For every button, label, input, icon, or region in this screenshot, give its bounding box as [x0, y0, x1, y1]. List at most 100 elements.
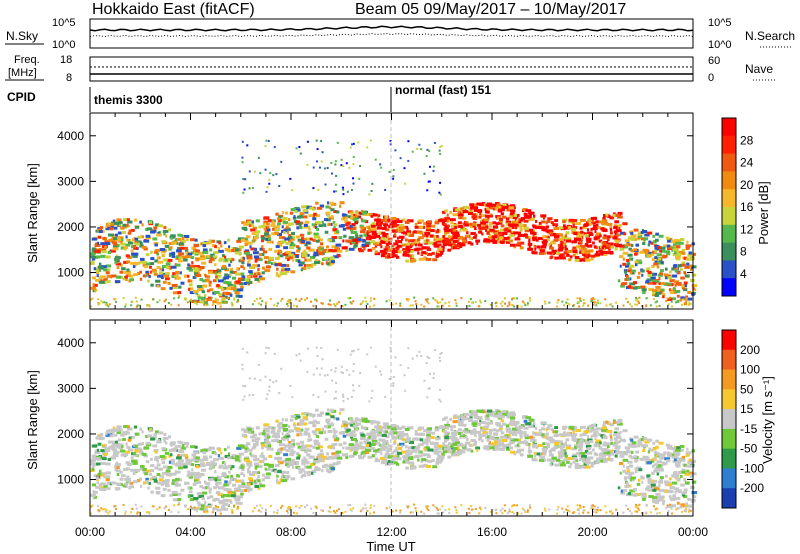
power-cell-1440 [169, 286, 173, 290]
velocity-cell-1996 [239, 489, 244, 493]
velocity-cell-32 [148, 481, 151, 485]
power-cell-near-248 [437, 305, 440, 308]
velocity-cell-1076 [418, 449, 421, 453]
velocity-cell-65 [480, 421, 486, 425]
power-cell-1620 [192, 300, 198, 304]
power-cell-near-126 [100, 300, 103, 303]
power-cell-near-42 [320, 302, 323, 305]
power-cell-1182 [587, 240, 592, 244]
power-cell-1659 [90, 286, 96, 290]
power-cell-2039 [567, 226, 572, 230]
power-cell-944 [508, 215, 514, 219]
power-cell-232 [643, 240, 646, 244]
velocity-cell-848 [532, 436, 536, 440]
power-cell-1128 [449, 218, 456, 222]
velocity-cell-410 [677, 458, 684, 462]
velocity-cell-1467 [127, 438, 132, 442]
velocity-cell-321 [484, 421, 490, 425]
power-cell-304 [619, 264, 622, 268]
velocity-cell-1701 [358, 456, 364, 460]
power-cell-2065 [642, 290, 646, 294]
power-cell-2346 [268, 247, 273, 251]
power-cell-1491 [517, 234, 524, 238]
power-cell-near-90 [437, 301, 440, 304]
velocity-cell-664 [280, 475, 285, 479]
velocity-cell-1360 [195, 498, 199, 502]
power-cell-2256 [96, 241, 100, 245]
power-xticks [89, 113, 694, 309]
power-cell-8 [352, 213, 357, 217]
velocity-cell-1929 [345, 446, 352, 450]
power-cell-1886 [104, 241, 111, 245]
power-cell-1619 [128, 272, 131, 276]
velocity-cell-1624 [167, 488, 171, 492]
power-cell-near-124 [359, 303, 362, 306]
velocity-cell-1035 [660, 467, 664, 471]
power-cell-578 [480, 221, 487, 225]
velocity-cell-1814 [263, 434, 267, 438]
velocity-cell-466 [610, 457, 614, 461]
power-cell-1554 [692, 252, 696, 256]
velocity-cell-1871 [325, 412, 330, 416]
power-cell-high-6 [306, 163, 309, 166]
velocity-cell-963 [158, 431, 164, 435]
power-cell-1802 [633, 248, 638, 252]
power-cell-1758 [237, 288, 244, 292]
power-cell-2042 [171, 241, 177, 245]
velocity-cell-1710 [199, 507, 205, 511]
power-cell-1177 [264, 269, 271, 273]
velocity-cell-1468 [648, 447, 652, 451]
power-cell-1164 [524, 229, 530, 233]
power-cell-780 [508, 235, 512, 239]
power-cell-1289 [484, 238, 490, 242]
power-cell-18 [575, 231, 581, 235]
velocity-cell-1403 [104, 462, 111, 466]
power-cell-2061 [132, 245, 137, 249]
velocity-cell-637 [654, 463, 658, 467]
power-cell-875 [499, 228, 505, 232]
power-cell-near-2 [321, 302, 324, 305]
power-cell-near-239 [548, 301, 551, 304]
velocity-cell-1507 [243, 473, 246, 477]
velocity-cell-1683 [396, 427, 403, 431]
power-cell-near-258 [124, 303, 127, 306]
velocity-cell-1770 [674, 496, 681, 500]
power-cell-509 [462, 228, 468, 232]
velocity-cell-1210 [523, 433, 529, 437]
velocity-cell-1281 [611, 423, 615, 427]
velocity-cell-1316 [236, 474, 239, 478]
power-cell-1024 [546, 238, 551, 242]
power-cell-414 [197, 296, 203, 300]
power-cell-near-173 [572, 305, 575, 308]
power-cell-2041 [364, 241, 371, 245]
power-cell-2220 [371, 224, 376, 228]
velocity-cell-1803 [325, 457, 330, 461]
power-cell-2136 [295, 254, 299, 258]
power-cell-238 [470, 242, 474, 246]
velocity-cell-460 [664, 457, 671, 461]
power-cell-2254 [156, 284, 160, 288]
power-cell-2347 [576, 237, 582, 241]
power-cell-1567 [214, 271, 217, 275]
power-cell-1591 [122, 277, 126, 281]
power-cell-1624 [167, 281, 171, 285]
velocity-cell-1313 [242, 464, 246, 468]
power-cell-near-101 [288, 300, 291, 303]
power-cell-near-163 [688, 301, 691, 304]
power-cell-2011 [112, 247, 119, 251]
power-cell-1945 [451, 239, 454, 243]
power-cell-high-105 [266, 186, 269, 189]
velocity-cell-1361 [679, 505, 683, 509]
power-cell-1251 [277, 251, 280, 255]
power-cell-near-265 [407, 298, 410, 301]
power-cell-1506 [234, 291, 240, 295]
velocity-cell-941 [585, 444, 592, 448]
velocity-cell-900 [498, 428, 503, 432]
velocity-cell-956 [218, 486, 224, 490]
power-cell-536 [103, 268, 109, 272]
power-cell-210 [91, 257, 96, 261]
velocity-cell-1781 [454, 415, 461, 419]
power-cell-high-111 [379, 163, 382, 166]
power-cell-2282 [193, 248, 198, 252]
power-cell-near-106 [210, 296, 213, 299]
